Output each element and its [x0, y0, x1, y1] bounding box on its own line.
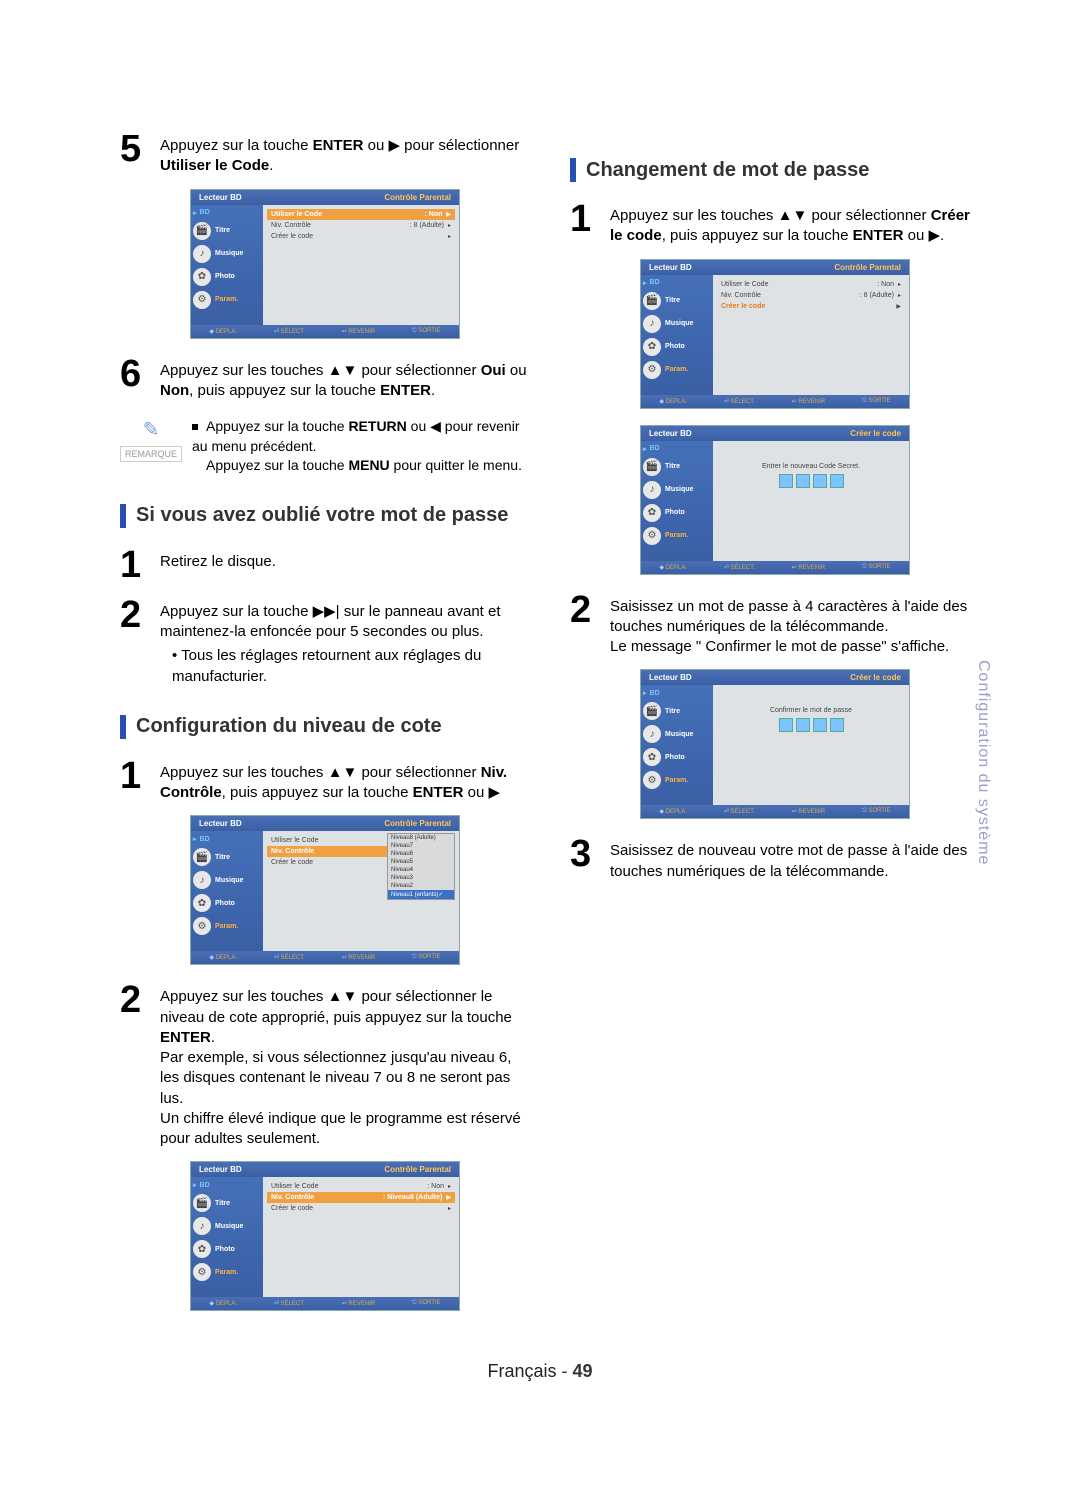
change-step-3: 3 Saisissez de nouveau votre mot de pass…: [570, 835, 980, 882]
screenshot-niv-dropdown: Lecteur BDContrôle Parental ▸ BD 🎬Titre …: [190, 815, 460, 965]
level-step-1: 1 Appuyez sur les touches ▲▼ pour sélect…: [120, 757, 530, 804]
screenshot-confirm-code: Lecteur BDCréer le code ▸ BD 🎬Titre ♪Mus…: [640, 669, 910, 819]
forgot-step-1: 1 Retirez le disque.: [120, 546, 530, 584]
step-5: 5 Appuyez sur la touche ENTER ou ▶ pour …: [120, 130, 530, 177]
step-6: 6 Appuyez sur les touches ▲▼ pour sélect…: [120, 355, 530, 402]
section-level: Configuration du niveau de cote: [120, 715, 530, 739]
screenshot-niv-selected: Lecteur BDContrôle Parental ▸ BD 🎬Titre …: [190, 1161, 460, 1311]
section-title: Si vous avez oublié votre mot de passe: [136, 504, 508, 527]
screenshot-creer-highlight: Lecteur BDContrôle Parental ▸ BD 🎬Titre …: [640, 259, 910, 409]
change-step-2: 2 Saisissez un mot de passe à 4 caractèr…: [570, 591, 980, 658]
side-tab: Configuration du système: [974, 660, 992, 865]
step-number: 6: [120, 355, 150, 402]
step-text: Appuyez sur les touches ▲▼ pour sélectio…: [160, 355, 530, 402]
step-text: Appuyez sur la touche ENTER ou ▶ pour sé…: [160, 130, 530, 177]
section-title: Configuration du niveau de cote: [136, 715, 442, 738]
note-icon: ✎: [120, 417, 182, 442]
level-step-2: 2 Appuyez sur les touches ▲▼ pour sélect…: [120, 981, 530, 1149]
change-step-1: 1 Appuyez sur les touches ▲▼ pour sélect…: [570, 200, 980, 247]
left-column: 5 Appuyez sur la touche ENTER ou ▶ pour …: [120, 130, 530, 1327]
level-dropdown: Niveau8 (Adulte) Niveau7 Niveau6 Niveau5…: [387, 833, 455, 900]
page-footer: Français - 49: [0, 1361, 1080, 1382]
screenshot-enter-code: Lecteur BDCréer le code ▸ BD 🎬Titre ♪Mus…: [640, 425, 910, 575]
forgot-step-2: 2 Appuyez sur la touche ▶▶| sur le panne…: [120, 596, 530, 687]
right-column: Changement de mot de passe 1 Appuyez sur…: [570, 130, 980, 1327]
remark-label: REMARQUE: [120, 446, 182, 462]
section-change-password: Changement de mot de passe: [570, 158, 980, 182]
section-title: Changement de mot de passe: [586, 159, 869, 182]
screenshot-utiliser-code: Lecteur BDContrôle Parental ▸ BD 🎬Titre …: [190, 189, 460, 339]
remark-block: ✎ REMARQUE Appuyez sur la touche RETURN …: [120, 417, 530, 476]
step-number: 5: [120, 130, 150, 177]
section-forgot-password: Si vous avez oublié votre mot de passe: [120, 504, 530, 528]
